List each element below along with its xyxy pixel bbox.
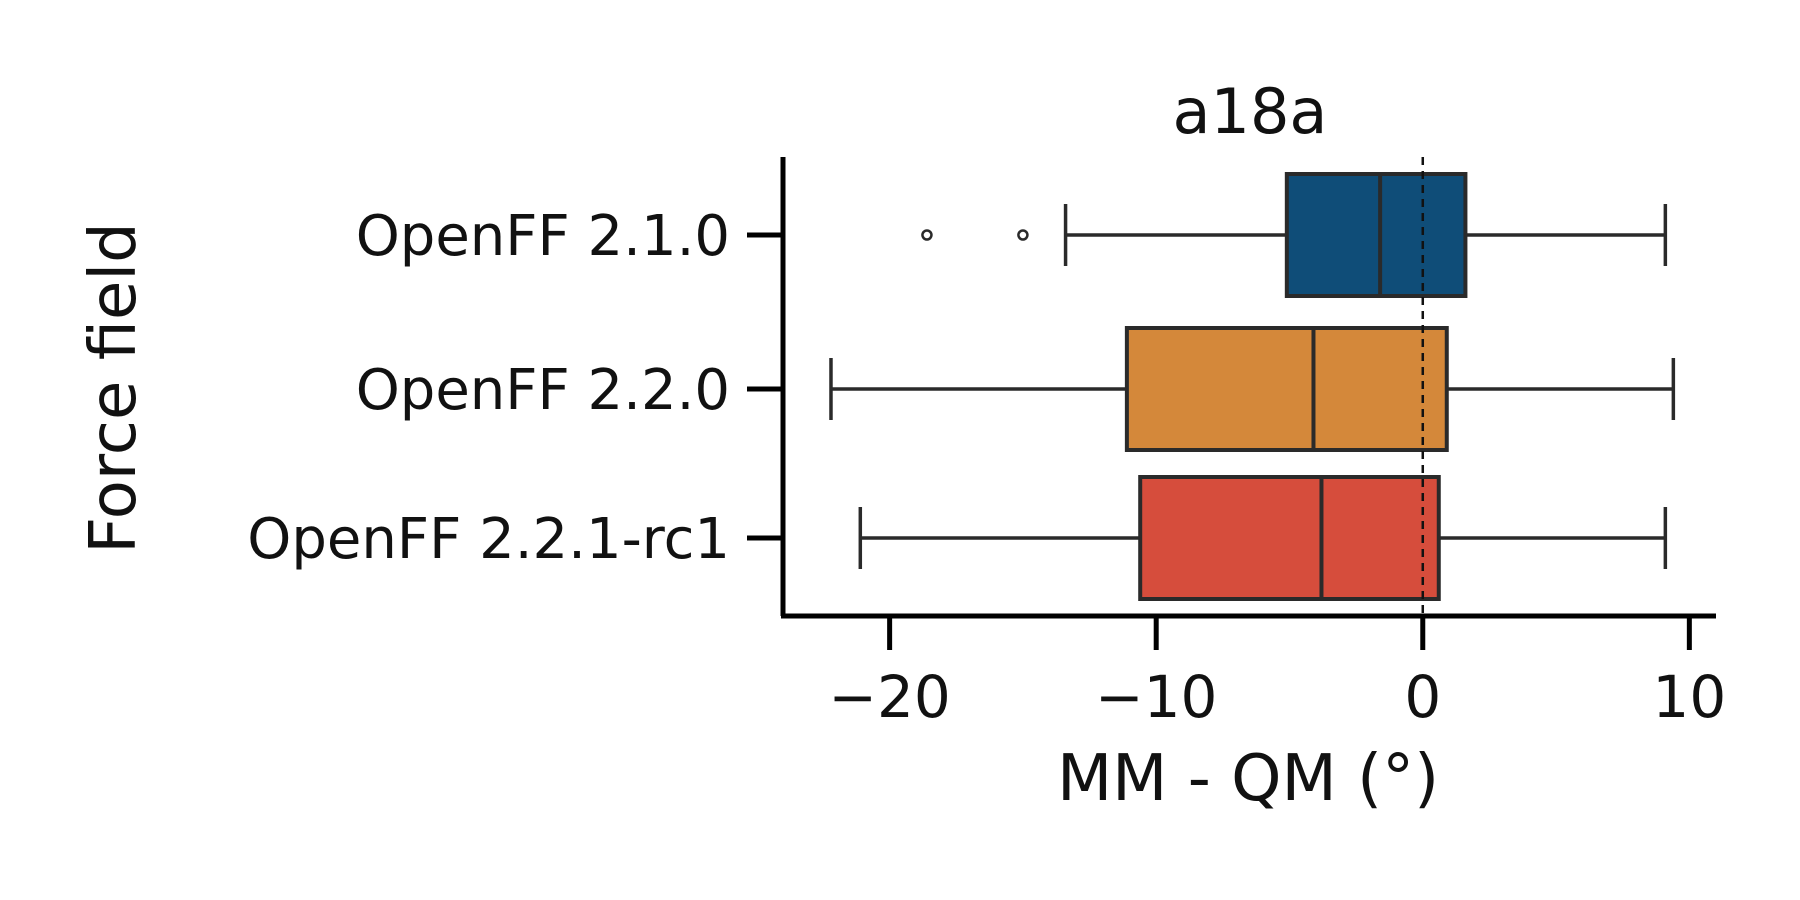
x-tick-label: 10 (1652, 663, 1726, 731)
x-tick-label: −20 (828, 663, 950, 731)
x-tick-label: 0 (1404, 663, 1441, 731)
axes-layer: −20 −10 0 10 OpenFF 2.1.0 OpenFF 2.2.0 OpenFF … (247, 157, 1726, 731)
x-axis-label: MM - QM (°) (1057, 742, 1439, 816)
boxes-layer (829, 172, 1676, 601)
box-1 (921, 172, 1668, 298)
y-tick-label: OpenFF 2.2.1-rc1 (247, 507, 730, 572)
y-tick-label: OpenFF 2.1.0 (356, 204, 730, 269)
box-iqr (1284, 172, 1468, 298)
box-2 (829, 326, 1676, 452)
y-axis-label: Force field (77, 222, 151, 554)
box-iqr (1138, 475, 1441, 601)
y-tick-label: OpenFF 2.2.0 (356, 358, 730, 423)
outlier-point (1017, 229, 1029, 241)
box-3 (858, 475, 1668, 601)
box-iqr (1124, 326, 1449, 452)
chart-title: a18a (1173, 75, 1328, 148)
outlier-point (921, 229, 933, 241)
x-tick-label: −10 (1095, 663, 1217, 731)
